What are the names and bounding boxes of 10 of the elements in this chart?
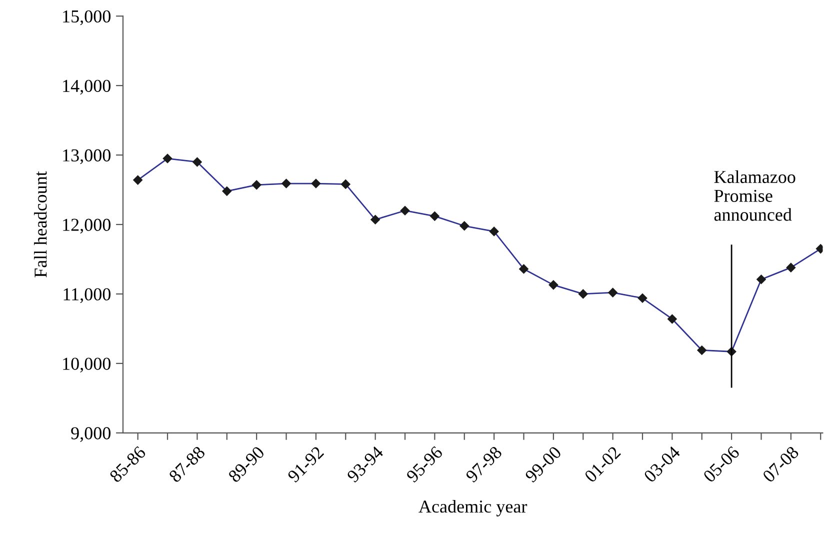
y-tick-label: 13,000 — [63, 149, 110, 164]
y-tick-label: 11,000 — [64, 288, 110, 304]
y-tick-label: 12,000 — [63, 218, 110, 234]
y-tick-label: 15,000 — [63, 10, 110, 26]
y-tick-label: 9,000 — [71, 427, 110, 442]
y-tick-label: 10,000 — [63, 358, 110, 372]
y-tick-label: 14,000 — [63, 80, 110, 95]
x-axis-title: Academic year — [418, 500, 528, 516]
ref-line-label: Kalamazoo Promise announced — [714, 170, 796, 221]
y-axis-title: Fall headcount — [34, 171, 47, 278]
